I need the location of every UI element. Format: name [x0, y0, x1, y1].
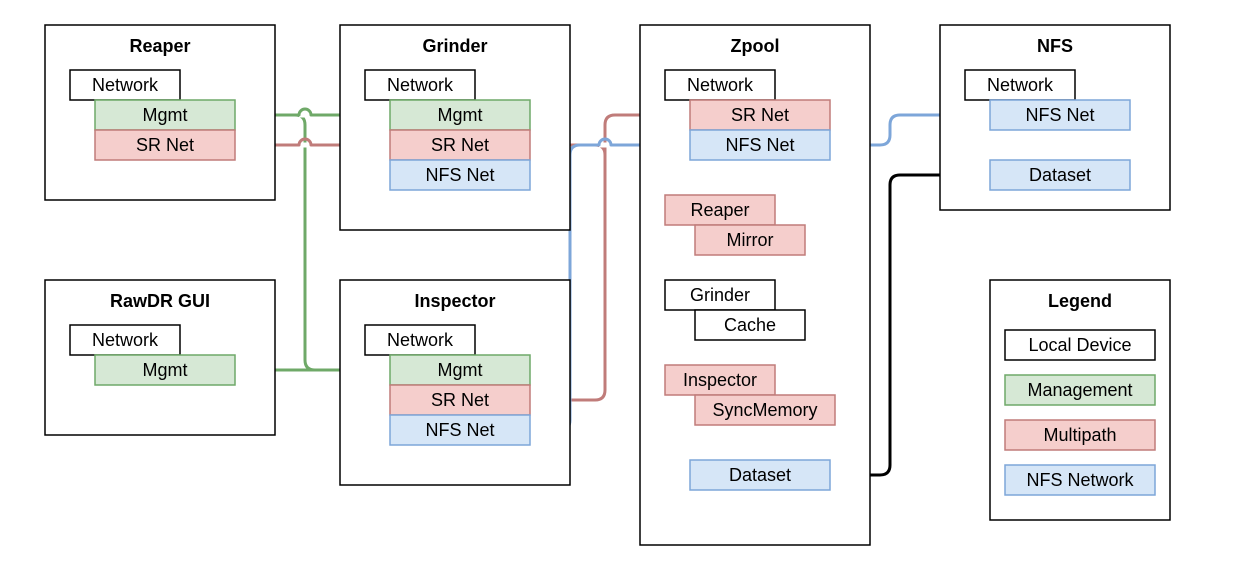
zpool-inner-syncmemory: SyncMemory: [695, 395, 835, 425]
legend-item-multipath: Multipath: [1005, 420, 1155, 450]
svg-text:Grinder: Grinder: [690, 285, 750, 305]
svg-text:Mgmt: Mgmt: [143, 360, 188, 380]
port-inspector_nfs: NFS Net: [390, 415, 530, 445]
zpool-inner-grinder: Grinder: [665, 280, 775, 310]
zpool-inner-reaper: Reaper: [665, 195, 775, 225]
svg-text:Mgmt: Mgmt: [438, 105, 483, 125]
svg-text:NFS Net: NFS Net: [425, 420, 494, 440]
zpool-inner-mirror: Mirror: [695, 225, 805, 255]
svg-text:NFS Net: NFS Net: [425, 165, 494, 185]
port-inspector_mgmt: Mgmt: [390, 355, 530, 385]
port-rawdr_mgmt: Mgmt: [95, 355, 235, 385]
port-reaper_sr: SR Net: [95, 130, 235, 160]
legend-item-nfs: NFS Network: [1005, 465, 1155, 495]
port-nfs_dataset: Dataset: [990, 160, 1130, 190]
svg-text:Mgmt: Mgmt: [143, 105, 188, 125]
svg-text:SR Net: SR Net: [431, 135, 489, 155]
svg-text:Network: Network: [92, 330, 159, 350]
port-reaper_mgmt: Mgmt: [95, 100, 235, 130]
svg-text:Dataset: Dataset: [729, 465, 791, 485]
port-zpool_nfs: NFS Net: [690, 130, 830, 160]
svg-text:Dataset: Dataset: [1029, 165, 1091, 185]
legend-item-management: Management: [1005, 375, 1155, 405]
svg-text:NFS Network: NFS Network: [1026, 470, 1134, 490]
node-title-grinder: Grinder: [422, 36, 487, 56]
port-zpool_dataset: Dataset: [690, 460, 830, 490]
svg-text:NFS Net: NFS Net: [725, 135, 794, 155]
svg-text:Network: Network: [387, 75, 454, 95]
network-header-zpool: Network: [665, 70, 775, 100]
port-grinder_sr: SR Net: [390, 130, 530, 160]
svg-text:Network: Network: [687, 75, 754, 95]
node-title-legend: Legend: [1048, 291, 1112, 311]
svg-text:SR Net: SR Net: [431, 390, 489, 410]
svg-text:SR Net: SR Net: [731, 105, 789, 125]
zpool-inner-inspector: Inspector: [665, 365, 775, 395]
svg-text:Network: Network: [987, 75, 1054, 95]
node-title-rawdr: RawDR GUI: [110, 291, 210, 311]
port-inspector_sr: SR Net: [390, 385, 530, 415]
svg-text:Inspector: Inspector: [683, 370, 757, 390]
svg-text:Multipath: Multipath: [1043, 425, 1116, 445]
node-title-reaper: Reaper: [129, 36, 190, 56]
svg-text:Reaper: Reaper: [690, 200, 749, 220]
svg-text:Mirror: Mirror: [727, 230, 774, 250]
node-title-nfs: NFS: [1037, 36, 1073, 56]
network-header-inspector: Network: [365, 325, 475, 355]
network-header-nfs: Network: [965, 70, 1075, 100]
svg-text:Local Device: Local Device: [1028, 335, 1131, 355]
port-grinder_nfs: NFS Net: [390, 160, 530, 190]
svg-text:SR Net: SR Net: [136, 135, 194, 155]
port-nfs_nfs: NFS Net: [990, 100, 1130, 130]
svg-text:NFS Net: NFS Net: [1025, 105, 1094, 125]
network-header-rawdr: Network: [70, 325, 180, 355]
zpool-inner-cache: Cache: [695, 310, 805, 340]
legend-item-local: Local Device: [1005, 330, 1155, 360]
node-title-zpool: Zpool: [731, 36, 780, 56]
svg-text:Mgmt: Mgmt: [438, 360, 483, 380]
svg-text:SyncMemory: SyncMemory: [712, 400, 817, 420]
svg-text:Cache: Cache: [724, 315, 776, 335]
svg-text:Management: Management: [1027, 380, 1132, 400]
svg-text:Network: Network: [92, 75, 159, 95]
port-zpool_sr: SR Net: [690, 100, 830, 130]
network-header-reaper: Network: [70, 70, 180, 100]
port-grinder_mgmt: Mgmt: [390, 100, 530, 130]
node-title-inspector: Inspector: [414, 291, 495, 311]
svg-text:Network: Network: [387, 330, 454, 350]
network-header-grinder: Network: [365, 70, 475, 100]
